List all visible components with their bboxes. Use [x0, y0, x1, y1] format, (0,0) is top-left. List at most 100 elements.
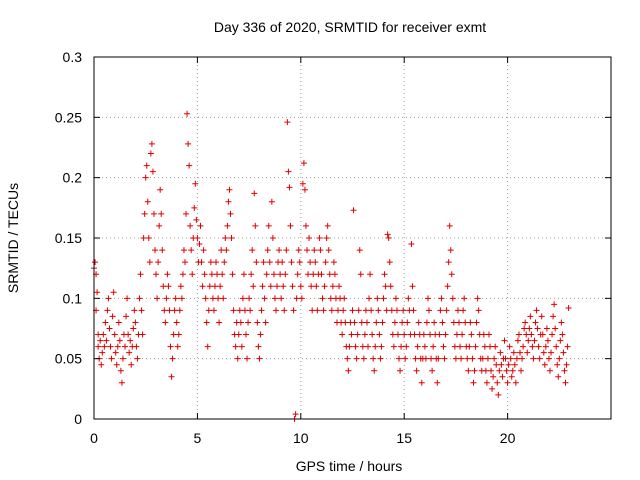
data-point — [348, 331, 355, 338]
data-point — [404, 319, 411, 326]
data-point — [402, 355, 409, 362]
data-point — [261, 295, 268, 302]
data-point — [512, 379, 519, 386]
data-point — [318, 271, 325, 278]
data-point — [398, 343, 405, 350]
data-point — [502, 355, 509, 362]
data-point — [242, 331, 249, 338]
data-point — [314, 307, 321, 314]
data-point — [394, 331, 401, 338]
x-tick-label: 15 — [396, 430, 412, 446]
data-point — [300, 160, 307, 167]
data-point — [138, 307, 145, 314]
data-point — [191, 204, 198, 211]
data-point — [97, 337, 104, 344]
data-point — [384, 231, 391, 238]
data-point — [122, 343, 129, 350]
data-point — [412, 355, 419, 362]
data-point — [100, 331, 107, 338]
data-point — [238, 343, 245, 350]
data-point — [371, 367, 378, 374]
data-point — [324, 222, 331, 229]
data-point — [454, 307, 461, 314]
data-point — [264, 247, 271, 254]
data-point — [246, 295, 253, 302]
data-point — [192, 180, 199, 187]
data-point — [421, 343, 428, 350]
x-tick-label: 10 — [293, 430, 309, 446]
data-point — [396, 355, 403, 362]
data-point — [270, 271, 277, 278]
data-point — [470, 379, 477, 386]
data-point — [328, 307, 335, 314]
data-point — [452, 355, 459, 362]
data-point — [519, 355, 526, 362]
data-point — [479, 355, 486, 362]
data-point — [167, 343, 174, 350]
data-point — [128, 361, 135, 368]
y-tick-label: 0.1 — [63, 290, 83, 306]
x-tick-label: 20 — [500, 430, 516, 446]
data-point — [109, 313, 116, 320]
data-point — [555, 373, 562, 380]
data-point — [295, 247, 302, 254]
data-point — [557, 337, 564, 344]
data-point — [235, 331, 242, 338]
data-point — [218, 247, 225, 254]
data-point — [225, 198, 232, 205]
data-point — [172, 295, 179, 302]
data-point — [226, 186, 233, 193]
data-point — [361, 331, 368, 338]
data-point — [520, 343, 527, 350]
data-point — [244, 355, 251, 362]
data-point — [280, 283, 287, 290]
data-point — [393, 307, 400, 314]
data-point — [194, 235, 201, 241]
data-point — [349, 307, 356, 314]
data-point — [390, 343, 397, 350]
data-point — [282, 271, 289, 278]
data-point — [224, 222, 231, 229]
data-point — [429, 367, 436, 374]
data-point — [410, 307, 417, 314]
data-point — [446, 222, 453, 229]
data-point — [508, 373, 515, 380]
data-point — [184, 110, 191, 117]
data-point — [340, 307, 347, 314]
data-point — [529, 343, 536, 350]
data-point — [200, 247, 207, 254]
y-tick-label: 0.15 — [55, 230, 82, 246]
data-point — [222, 235, 229, 241]
data-point — [230, 307, 237, 314]
data-point — [209, 295, 216, 302]
data-point — [136, 295, 143, 302]
data-point — [197, 222, 204, 229]
data-point — [474, 295, 481, 302]
data-point — [525, 337, 532, 344]
data-point — [171, 307, 178, 314]
data-point — [140, 235, 147, 241]
data-point — [180, 247, 187, 254]
data-point — [317, 247, 324, 254]
data-point — [464, 355, 471, 362]
data-point — [288, 259, 295, 266]
data-point — [221, 259, 228, 266]
data-point — [234, 355, 241, 362]
y-tick-label: 0.25 — [55, 109, 82, 125]
data-point — [350, 207, 357, 214]
data-point — [400, 307, 407, 314]
data-point — [296, 259, 303, 266]
data-point — [95, 331, 102, 338]
data-point — [248, 271, 255, 278]
data-point — [130, 325, 137, 332]
data-point — [254, 319, 261, 326]
data-point — [456, 319, 463, 326]
data-point — [359, 343, 366, 350]
data-point — [356, 247, 363, 254]
data-point — [475, 307, 482, 314]
data-point — [401, 331, 408, 338]
data-point — [249, 247, 256, 254]
data-point — [377, 355, 384, 362]
data-point — [247, 307, 254, 314]
data-point — [522, 319, 529, 326]
